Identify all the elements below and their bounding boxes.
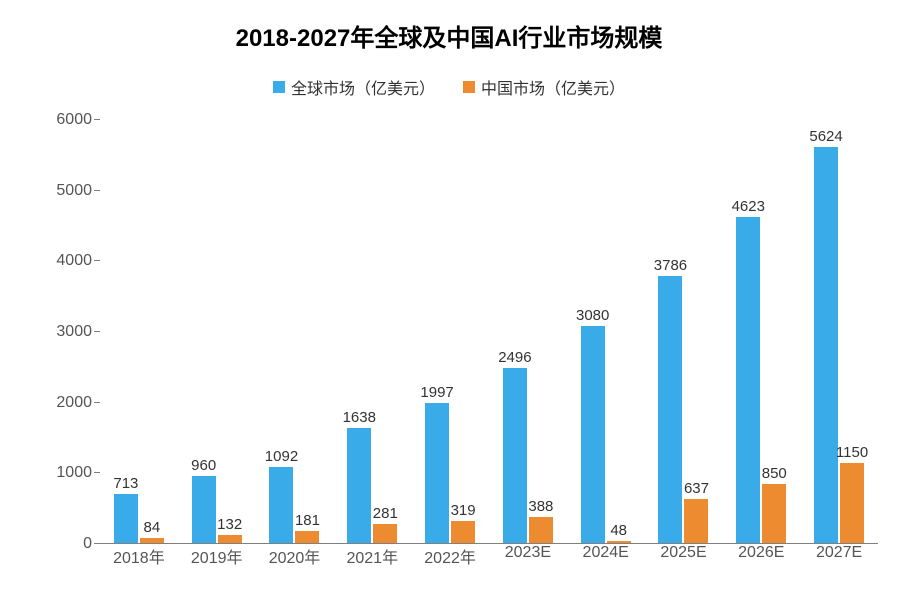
y-tick-mark — [94, 472, 100, 473]
bar-value-label: 3080 — [576, 307, 609, 326]
x-axis-labels: 2018年2019年2020年2021年2022年2023E2024E2025E… — [100, 544, 878, 568]
bar-global: 960 — [192, 476, 216, 544]
plot-area: 7138496013210921811638281199731924963883… — [100, 120, 878, 544]
bar-value-label: 181 — [295, 512, 320, 531]
y-tick-mark — [94, 331, 100, 332]
bar-china: 637 — [684, 499, 708, 544]
bar-value-label: 637 — [684, 480, 709, 499]
bar-global: 3786 — [658, 276, 682, 544]
legend: 全球市场（亿美元） 中国市场（亿美元） — [0, 75, 898, 99]
y-tick-label: 3000 — [42, 323, 92, 341]
bar-global: 1638 — [347, 428, 371, 544]
legend-item-china: 中国市场（亿美元） — [463, 75, 625, 99]
bar-china: 319 — [451, 521, 475, 544]
x-tick-label: 2018年 — [100, 544, 178, 568]
bar-group: 960132 — [178, 120, 256, 544]
bar-value-label: 1150 — [836, 444, 868, 463]
bar-value-label: 388 — [528, 498, 553, 517]
bar-value-label: 850 — [762, 465, 787, 484]
bar-group: 4623850 — [722, 120, 800, 544]
x-tick-label: 2020年 — [256, 544, 334, 568]
x-tick-label: 2024E — [567, 544, 645, 568]
y-tick-label: 2000 — [42, 394, 92, 412]
bar-group: 2496388 — [489, 120, 567, 544]
bar-value-label: 3786 — [654, 257, 687, 276]
bar-group: 1092181 — [256, 120, 334, 544]
x-tick-label: 2019年 — [178, 544, 256, 568]
legend-label-global: 全球市场（亿美元） — [291, 75, 435, 99]
x-tick-label: 2022年 — [411, 544, 489, 568]
chart-title: 2018-2027年全球及中国AI行业市场规模 — [0, 0, 898, 53]
bar-group: 3080 48 — [567, 120, 645, 544]
bar-global: 5624 — [814, 147, 838, 544]
y-tick-mark — [94, 260, 100, 261]
y-tick-mark — [94, 190, 100, 191]
bar-global: 1997 — [425, 403, 449, 544]
bar-china: 388 — [529, 517, 553, 544]
bar-value-label: 84 — [144, 519, 161, 538]
bar-group: 1638281 — [333, 120, 411, 544]
bar-value-label: 1638 — [343, 409, 376, 428]
x-tick-label: 2021年 — [333, 544, 411, 568]
bar-china: 281 — [373, 524, 397, 544]
x-tick-label: 2026E — [722, 544, 800, 568]
bar-value-label: 5624 — [809, 128, 842, 147]
bar-value-label: 4623 — [732, 198, 765, 217]
y-tick-label: 0 — [42, 535, 92, 553]
y-tick-mark — [94, 402, 100, 403]
x-tick-label: 2027E — [800, 544, 878, 568]
bar-value-label: 960 — [191, 457, 216, 476]
bar-value-label: 1997 — [420, 384, 453, 403]
bar-global: 713 — [114, 494, 138, 544]
bar-value-label: 281 — [373, 505, 398, 524]
y-tick-label: 4000 — [42, 252, 92, 270]
bar-value-label: 319 — [451, 502, 476, 521]
y-axis: 0100020003000400050006000 — [40, 120, 100, 544]
legend-swatch-china — [463, 81, 475, 93]
bar-group: 3786637 — [645, 120, 723, 544]
x-tick-label: 2025E — [645, 544, 723, 568]
y-tick-mark — [94, 119, 100, 120]
bar-group: 56241150 — [800, 120, 878, 544]
bar-global: 3080 — [581, 326, 605, 544]
y-tick-label: 1000 — [42, 464, 92, 482]
bar-global: 2496 — [503, 368, 527, 544]
legend-label-china: 中国市场（亿美元） — [481, 75, 625, 99]
bar-china: 1150 — [840, 463, 864, 544]
bar-global: 1092 — [269, 467, 293, 544]
bar-group: 1997319 — [411, 120, 489, 544]
bar-value-label: 2496 — [498, 349, 531, 368]
chart-area: 0100020003000400050006000 71384960132109… — [40, 120, 878, 564]
bar-value-label: 48 — [610, 522, 627, 541]
y-tick-mark — [94, 543, 100, 544]
legend-item-global: 全球市场（亿美元） — [273, 75, 435, 99]
bar-china: 850 — [762, 484, 786, 544]
bar-value-label: 1092 — [265, 448, 298, 467]
bar-value-label: 132 — [217, 516, 242, 535]
y-tick-label: 5000 — [42, 182, 92, 200]
bar-global: 4623 — [736, 217, 760, 544]
bar-value-label: 713 — [113, 475, 138, 494]
legend-swatch-global — [273, 81, 285, 93]
bar-group: 713 84 — [100, 120, 178, 544]
y-tick-label: 6000 — [42, 111, 92, 129]
x-tick-label: 2023E — [489, 544, 567, 568]
